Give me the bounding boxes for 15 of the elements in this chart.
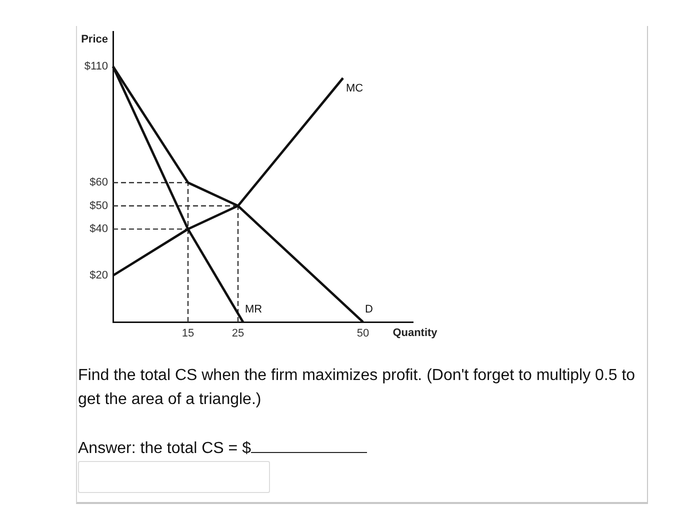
series-label: MC [346,82,364,95]
y-tick-label: $110 [84,60,108,72]
y-tick-label: $60 [90,176,108,189]
text: Find the total CS when the firm maximizes profit. (Don't forget to multiply 0.5 to get the area of a triangle.) [78,367,636,408]
y-axis-title: Price [81,34,108,46]
series-label: D [365,304,373,316]
x-axis-title: Quantity [392,327,438,340]
y-tick-label: $20 [90,270,108,282]
x-tick-label: 25 [232,328,244,340]
series-label: MR [245,304,262,316]
y-tick-label: $50 [90,200,108,212]
text: Answer: the total CS = $ [78,440,251,457]
x-tick-label: 50 [356,328,370,340]
x-tick-label: 15 [182,328,194,340]
y-tick-label: $40 [90,223,108,236]
